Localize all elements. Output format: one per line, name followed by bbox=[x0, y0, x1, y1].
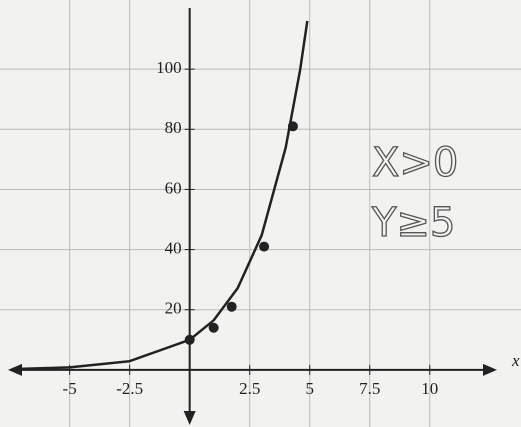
y-tick-label: 40 bbox=[165, 238, 182, 257]
x-tick-label: -5 bbox=[63, 379, 77, 398]
y-tick-label: 100 bbox=[156, 58, 182, 77]
x-axis-label: x bbox=[511, 351, 520, 370]
page: x X>0 Y≥5 -5-2.52.557.51020406080100 (()… bbox=[0, 0, 521, 427]
annotation: X>0 bbox=[372, 140, 458, 186]
y-tick-label: 20 bbox=[165, 299, 182, 318]
x-tick-label: 5 bbox=[305, 379, 314, 398]
data-point bbox=[185, 335, 195, 345]
y-tick-label: 80 bbox=[165, 118, 182, 137]
y-tick-label: 60 bbox=[165, 178, 182, 197]
annotation: Y≥5 bbox=[371, 200, 455, 246]
data-point bbox=[209, 323, 219, 333]
x-tick-label: 10 bbox=[421, 379, 438, 398]
chart: x X>0 Y≥5 -5 -2.5 2.5 5 7.5 10 20 40 60 80 100 bbox=[0, 0, 521, 427]
data-point bbox=[288, 121, 298, 131]
x-tick-label: -2.5 bbox=[116, 379, 143, 398]
x-tick-label: 2.5 bbox=[239, 379, 260, 398]
x-tick-label: 7.5 bbox=[359, 379, 380, 398]
data-point bbox=[227, 302, 237, 312]
data-point bbox=[259, 242, 269, 252]
